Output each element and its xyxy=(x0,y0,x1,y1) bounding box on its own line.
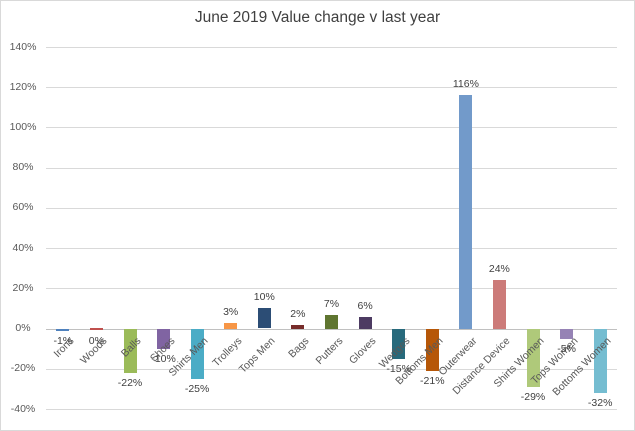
value-label-trolleys: 3% xyxy=(223,305,239,318)
y-axis-tick-label: 140% xyxy=(9,40,37,53)
value-label-putters: 7% xyxy=(323,297,340,310)
value-label-bottoms-men: -21% xyxy=(420,374,445,387)
gridline-60 xyxy=(46,207,617,209)
y-axis-tick-label: 0% xyxy=(15,322,31,335)
value-label-woods: 0% xyxy=(88,334,104,347)
gridline--20 xyxy=(46,368,617,370)
y-axis-tick-label: 100% xyxy=(9,120,37,133)
gridline-80 xyxy=(46,167,617,169)
chart-title: June 2019 Value change v last year xyxy=(194,9,441,26)
gridline-0 xyxy=(46,328,617,330)
value-label-wedges: -15% xyxy=(386,362,411,375)
y-axis-tick-label: 120% xyxy=(9,80,37,93)
y-axis-tick-label: 40% xyxy=(12,241,34,254)
value-label-shirts-men: -25% xyxy=(184,382,210,395)
gridline-100 xyxy=(46,127,617,129)
bar-outerwear xyxy=(459,95,473,329)
bar-putters xyxy=(325,314,338,329)
bar-bags xyxy=(291,324,305,329)
bar-trolleys xyxy=(224,322,238,329)
value-label-bags: 2% xyxy=(290,307,306,320)
value-label-distance-device: 24% xyxy=(488,263,510,276)
bar-wedges xyxy=(392,328,406,359)
bar-gloves xyxy=(358,316,372,329)
y-axis-tick-label: 20% xyxy=(12,281,34,294)
bar-balls xyxy=(123,328,137,373)
value-label-balls: -22% xyxy=(117,376,143,389)
bar-bottoms-men xyxy=(425,328,439,371)
gridline--40 xyxy=(46,409,617,410)
bar-tops-women xyxy=(560,328,574,339)
value-label-bottoms-women: -32% xyxy=(587,396,613,409)
bar-shirts-men xyxy=(190,328,204,379)
y-axis-tick-label: 60% xyxy=(12,201,34,214)
y-axis-tick-label: -40% xyxy=(10,402,36,415)
value-label-irons: -1% xyxy=(53,334,73,347)
bar-bottoms-women xyxy=(593,328,607,393)
bar-irons xyxy=(56,328,70,331)
value-label-shirts-women: -29% xyxy=(520,390,546,403)
gridline-40 xyxy=(46,248,617,250)
value-label-gloves: 6% xyxy=(357,299,373,312)
value-label-shoes: -10% xyxy=(151,352,176,365)
value-label-outerwear: 116% xyxy=(452,78,479,91)
bar-shoes xyxy=(157,328,171,349)
bar-tops-men xyxy=(257,308,271,329)
y-axis-tick-label: -20% xyxy=(10,362,36,375)
value-label-tops-men: 10% xyxy=(253,291,275,304)
bar-woods xyxy=(89,327,103,330)
gridline-140 xyxy=(46,47,617,48)
bar-shirts-women xyxy=(526,328,540,387)
gridline-120 xyxy=(46,87,617,89)
y-axis-tick-label: 80% xyxy=(12,161,34,174)
gridline-20 xyxy=(46,288,617,290)
bar-distance-device xyxy=(492,280,506,329)
value-label-tops-women: -5% xyxy=(557,342,576,355)
